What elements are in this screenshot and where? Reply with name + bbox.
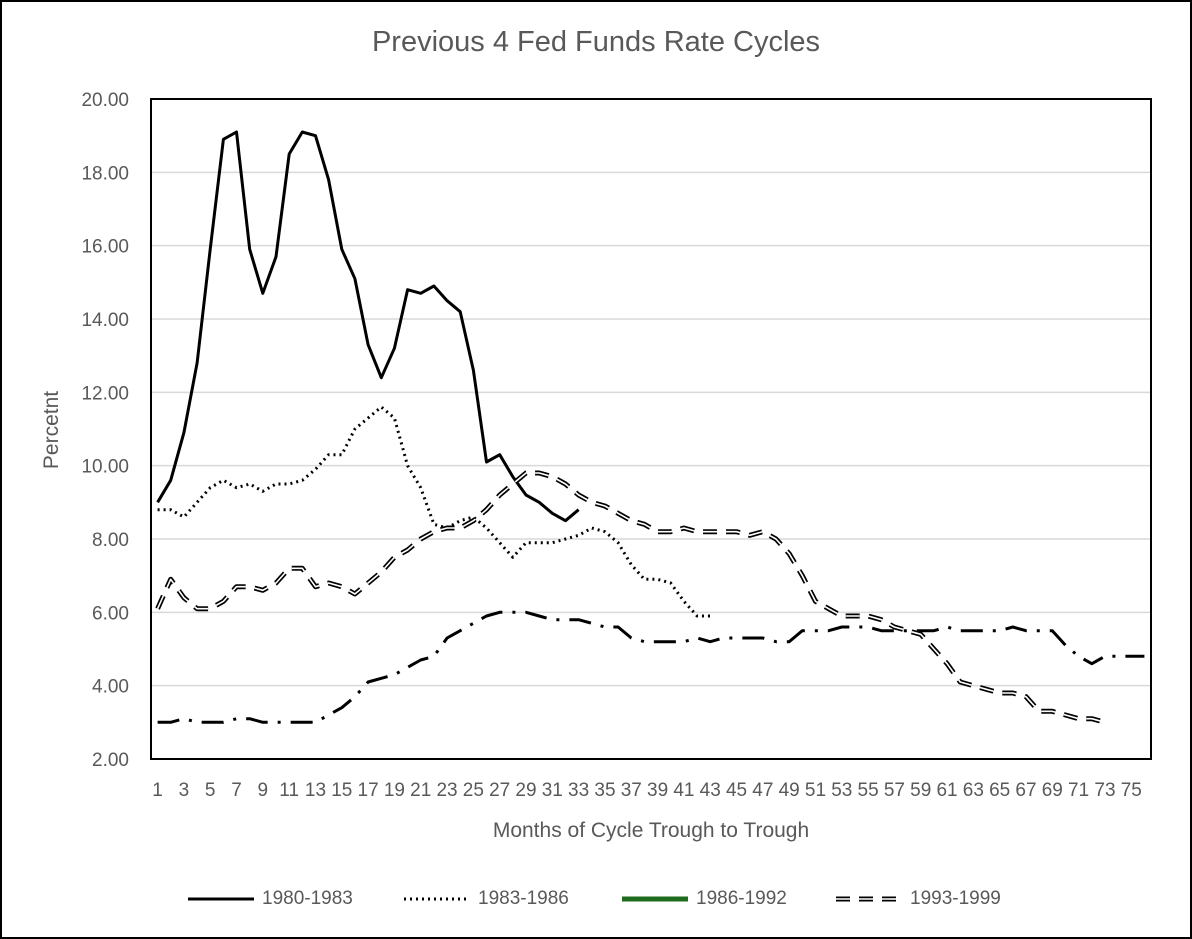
y-tick-label: 14.00 bbox=[81, 310, 129, 331]
series-line bbox=[156, 472, 1106, 724]
x-tick-label: 57 bbox=[884, 780, 905, 801]
y-tick-label: 18.00 bbox=[81, 163, 129, 184]
x-tick-label: 55 bbox=[858, 780, 879, 801]
x-axis-title: Months of Cycle Trough to Trough bbox=[493, 819, 809, 842]
legend-label: 1993-1999 bbox=[910, 888, 1001, 909]
y-axis-title: Percetnt bbox=[40, 391, 63, 469]
x-tick-label: 37 bbox=[621, 780, 642, 801]
x-tick-label: 33 bbox=[568, 780, 589, 801]
x-tick-label: 69 bbox=[1042, 780, 1063, 801]
x-tick-label: 73 bbox=[1094, 780, 1115, 801]
series-line bbox=[156, 130, 580, 523]
series-line bbox=[157, 610, 1145, 724]
x-tick-label: 3 bbox=[179, 780, 190, 801]
x-tick-label: 17 bbox=[358, 780, 379, 801]
y-tick-label: 4.00 bbox=[92, 677, 129, 698]
legend-label: 1983-1986 bbox=[478, 888, 569, 909]
legend: 1980-1983 1983-1986 1986-1992 1993-1999 bbox=[0, 885, 1192, 915]
legend-label: 1980-1983 bbox=[262, 888, 353, 909]
x-tick-label: 51 bbox=[805, 780, 826, 801]
plot-area-border bbox=[150, 98, 1152, 760]
y-tick-label: 12.00 bbox=[81, 383, 129, 404]
x-tick-label: 65 bbox=[989, 780, 1010, 801]
series-line bbox=[155, 470, 1106, 725]
x-tick-label: 45 bbox=[726, 780, 747, 801]
gridlines bbox=[151, 171, 1151, 687]
legend-swatch bbox=[404, 897, 470, 901]
x-tick-label: 47 bbox=[752, 780, 773, 801]
x-tick-label: 35 bbox=[594, 780, 615, 801]
legend-item: 1993-1999 bbox=[834, 885, 1054, 915]
x-tick-label: 7 bbox=[231, 780, 242, 801]
legend-swatch bbox=[622, 896, 688, 902]
y-tick-label: 6.00 bbox=[92, 603, 129, 624]
x-tick-label: 1 bbox=[152, 780, 163, 801]
legend-swatch bbox=[836, 896, 902, 902]
x-tick-label: 39 bbox=[647, 780, 668, 801]
series-1980-1983 bbox=[156, 130, 580, 523]
series-line bbox=[157, 405, 711, 618]
x-tick-label: 13 bbox=[305, 780, 326, 801]
y-tick-label: 16.00 bbox=[81, 237, 129, 258]
series-1986-1992 bbox=[157, 610, 1145, 724]
x-tick-label: 19 bbox=[384, 780, 405, 801]
y-tick-label: 20.00 bbox=[81, 90, 129, 111]
tick-labels: 2.00 4.00 6.00 8.00 10.00 12.00 14.00 16.00 18.0… bbox=[81, 90, 1141, 801]
x-tick-label: 43 bbox=[700, 780, 721, 801]
x-tick-label: 67 bbox=[1015, 780, 1036, 801]
x-tick-label: 75 bbox=[1121, 780, 1142, 801]
x-tick-label: 53 bbox=[831, 780, 852, 801]
y-tick-label: 8.00 bbox=[92, 530, 129, 551]
x-tick-label: 25 bbox=[463, 780, 484, 801]
legend-item: 1983-1986 bbox=[402, 885, 622, 915]
legend-swatch bbox=[188, 897, 254, 901]
x-tick-label: 15 bbox=[331, 780, 352, 801]
x-tick-label: 49 bbox=[779, 780, 800, 801]
x-tick-label: 5 bbox=[205, 780, 216, 801]
x-tick-label: 71 bbox=[1068, 780, 1089, 801]
x-tick-label: 11 bbox=[279, 780, 299, 801]
legend-label: 1986-1992 bbox=[696, 888, 787, 909]
y-tick-label: 10.00 bbox=[81, 457, 129, 478]
x-tick-label: 21 bbox=[410, 780, 431, 801]
axes bbox=[150, 98, 1152, 760]
series-lines bbox=[155, 130, 1145, 725]
x-tick-label: 61 bbox=[936, 780, 957, 801]
x-tick-label: 59 bbox=[910, 780, 931, 801]
legend-item: 1986-1992 bbox=[620, 885, 840, 915]
x-tick-label: 63 bbox=[963, 780, 984, 801]
x-tick-label: 23 bbox=[436, 780, 457, 801]
x-tick-label: 31 bbox=[542, 780, 563, 801]
legend-item: 1980-1983 bbox=[186, 885, 406, 915]
x-tick-label: 27 bbox=[489, 780, 510, 801]
series-1983-1986 bbox=[157, 405, 711, 618]
series-1993-1999 bbox=[155, 470, 1106, 725]
chart-title: Previous 4 Fed Funds Rate Cycles bbox=[371, 26, 821, 58]
x-tick-label: 41 bbox=[673, 780, 694, 801]
y-tick-label: 2.00 bbox=[92, 750, 129, 771]
x-tick-label: 9 bbox=[258, 780, 269, 801]
x-tick-label: 29 bbox=[515, 780, 536, 801]
